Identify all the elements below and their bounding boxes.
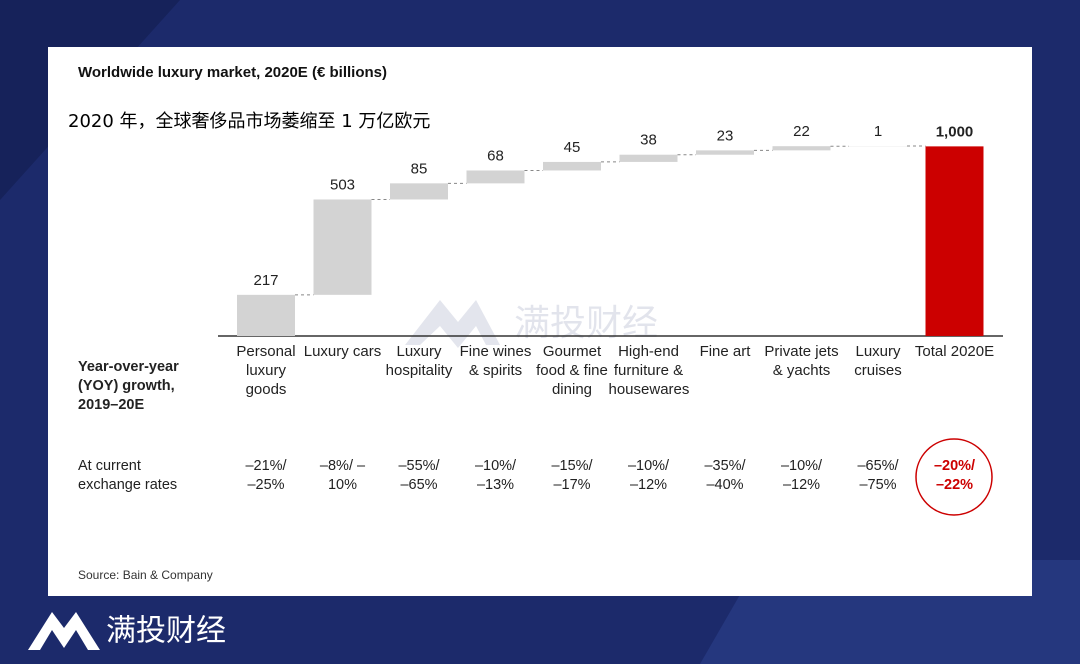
value-label: 38 bbox=[640, 132, 657, 149]
bar bbox=[313, 199, 372, 295]
yoy-growth: –15%/ –17% bbox=[551, 458, 593, 493]
yoy-growth: –21%/ –25% bbox=[245, 458, 287, 493]
yoy-growth: –10%/ –12% bbox=[780, 458, 823, 493]
row-label: Year-over-year (YOY) growth, 2019–20E bbox=[78, 359, 179, 413]
value-label: 1 bbox=[874, 123, 882, 140]
brand: 满投财经 bbox=[106, 614, 226, 649]
yoy-growth: –65%/ –75% bbox=[857, 458, 899, 493]
bar bbox=[925, 146, 984, 336]
value-label: 503 bbox=[330, 176, 355, 193]
value-label: 45 bbox=[564, 139, 581, 156]
panel bbox=[48, 47, 1032, 596]
yoy-growth: –55%/ –65% bbox=[398, 458, 440, 493]
value-label: 1,000 bbox=[936, 123, 974, 140]
highlight-circle bbox=[915, 438, 993, 516]
value-label: 85 bbox=[411, 160, 428, 177]
x-tick-label: Fine art bbox=[699, 343, 751, 360]
value-label: 23 bbox=[717, 127, 734, 144]
bar bbox=[543, 161, 601, 171]
x-tick-label: Total 2020E bbox=[914, 343, 995, 360]
x-tick-label: Fine wines & spirits bbox=[459, 343, 532, 379]
bar bbox=[237, 294, 295, 336]
bar bbox=[390, 183, 448, 200]
yoy-growth: –8%/ –10% bbox=[319, 458, 366, 493]
yoy-growth: –20%/ –22% bbox=[933, 458, 976, 493]
yoy-growth: –10%/ –13% bbox=[474, 458, 517, 493]
x-tick-label: Luxury cruises bbox=[854, 343, 902, 379]
value-label: 68 bbox=[487, 147, 504, 164]
x-tick-label: High-end furniture & housewares bbox=[608, 343, 690, 398]
value-label: 22 bbox=[793, 123, 810, 140]
yoy-growth: –10%/ –12% bbox=[627, 458, 670, 493]
x-tick-label: Gourmet food & fine dining bbox=[536, 343, 608, 398]
brand-logo bbox=[28, 612, 100, 650]
bar bbox=[696, 150, 754, 155]
row-label: At current exchange rates bbox=[78, 458, 178, 493]
chart-title: Worldwide luxury market, 2020E (€ billio… bbox=[78, 64, 387, 81]
watermark: 满投财经 bbox=[514, 303, 658, 344]
value-label: 217 bbox=[253, 272, 278, 289]
source: Source: Bain & Company bbox=[78, 568, 213, 582]
bar bbox=[466, 170, 525, 184]
bar bbox=[619, 154, 678, 162]
chart-subtitle: 2020 年，全球奢侈品市场萎缩至 1 万亿欧元 bbox=[68, 111, 430, 132]
x-tick-label: Luxury hospitality bbox=[385, 343, 453, 379]
x-tick-label: Private jets & yachts bbox=[764, 343, 839, 379]
yoy-growth: –35%/ –40% bbox=[704, 458, 746, 493]
x-tick-label: Luxury cars bbox=[303, 343, 382, 360]
bar bbox=[772, 146, 831, 151]
x-tick-label: Personal luxury goods bbox=[236, 343, 296, 398]
